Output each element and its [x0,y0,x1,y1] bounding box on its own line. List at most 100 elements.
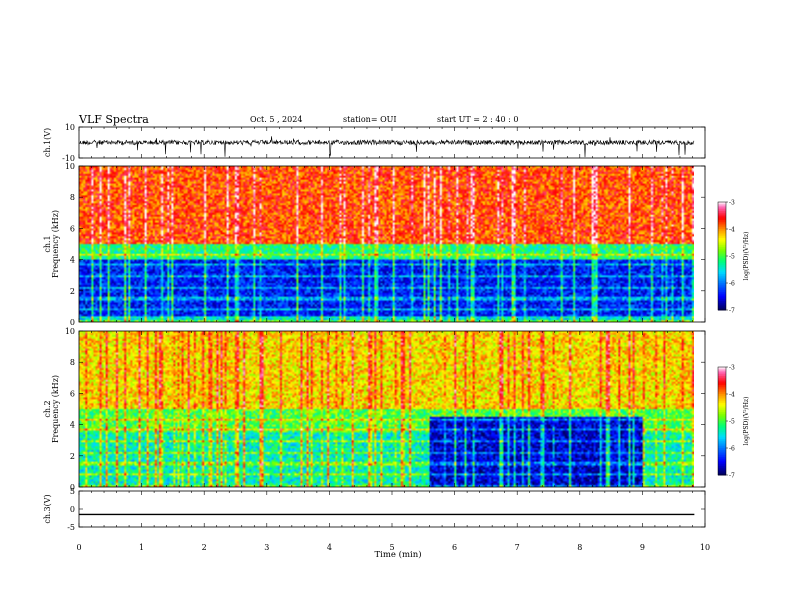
colorbar-segment [718,270,726,273]
y-axis-label-channel: ch.2 [43,400,52,417]
colorbar-segment [718,406,726,409]
colorbar-tick-label: -5 [729,419,735,426]
colorbar-segment [718,377,726,381]
colorbar-segment [718,283,726,286]
panel-frame-3 [78,490,706,528]
colorbar-segment [718,254,726,257]
colorbar-segment [718,408,726,411]
colorbar-segment [718,374,726,377]
y-tick-label: 6 [70,224,75,233]
station-label: station= OUI [343,115,397,124]
colorbar-segment [718,426,726,429]
colorbar-segment [718,302,726,306]
colorbar-segment [718,304,726,307]
y-tick-label: 4 [70,421,75,430]
colorbar-segment [718,399,726,402]
x-tick-label: 2 [202,543,207,552]
colorbar-segment [718,455,726,458]
colorbar-segment [718,207,726,210]
colorbar-segment [718,238,726,241]
colorbar-segment [718,248,726,252]
y-tick-label: 10 [65,162,75,171]
colorbar-segment [718,265,726,268]
y-tick-label: 6 [70,389,75,398]
colorbar-segment [718,388,726,391]
x-tick-label: 0 [76,543,81,552]
colorbar-segment [718,460,726,463]
y-axis-label: ch.1(V) [43,128,52,157]
colorbar-tick-label: -6 [729,446,735,453]
colorbar-segment [718,417,726,420]
colorbar-segment [718,288,726,291]
colorbar-segment [718,250,726,253]
y-tick-label: -5 [67,523,75,532]
colorbar-segment [718,394,726,397]
colorbar-segment [718,211,726,214]
colorbar-segment [718,451,726,454]
y-tick-label: 2 [70,287,75,296]
spectrogram-image-2 [79,331,694,487]
colorbar-segment [718,403,726,406]
y-tick-label: 0 [70,483,75,492]
colorbar-segment [718,383,726,386]
colorbar-segment [718,220,726,223]
x-tick-label: 8 [577,543,582,552]
colorbar-segment [718,256,726,259]
y-tick-label: 10 [65,327,75,336]
colorbar-segment [718,308,726,311]
colorbar-segment [718,419,726,422]
colorbar-segment [718,281,726,284]
colorbar-segment [718,261,726,264]
colorbar-tick-label: -4 [729,227,735,234]
y-tick-label: -10 [62,154,75,163]
y-tick-label: 0 [70,318,75,327]
colorbar-segment [718,297,726,300]
spectrogram-image-1 [79,166,694,322]
colorbar-segment [718,397,726,400]
colorbar-segment [718,390,726,393]
colorbar-segment [718,227,726,230]
y-tick-label: 0 [70,505,75,514]
colorbar-segment [718,444,726,447]
colorbar-segment [718,221,726,225]
y-tick-label: 5 [70,487,75,496]
colorbar-segment [718,367,726,370]
colorbar-segment [718,257,726,261]
colorbar-segment [718,301,726,304]
x-tick-label: 1 [139,543,144,552]
y-tick-label: 4 [70,256,75,265]
colorbar-segment [718,216,726,219]
colorbar-segment [718,449,726,453]
colorbar-segment [718,232,726,235]
colorbar-segment [718,243,726,246]
x-tick-label: 10 [700,543,710,552]
colorbar-segment [718,395,726,399]
colorbar-segment [718,372,726,375]
colorbar-segment [718,401,726,404]
colorbar-segment [718,435,726,438]
colorbar-segment [718,370,726,373]
colorbar-tick-label: -6 [729,281,735,288]
colorbar-segment [718,469,726,472]
colorbar-segment [718,290,726,293]
x-tick-label: 7 [515,543,520,552]
colorbar-segment [718,272,726,275]
y-tick-label: 2 [70,452,75,461]
y-tick-label: 8 [70,193,75,202]
colorbar-segment [718,218,726,221]
colorbar-segment [718,424,726,427]
start-time-label: start UT = 2 : 40 : 0 [437,115,518,124]
colorbar-tick-label: -3 [729,200,735,207]
colorbar-segment [718,234,726,237]
colorbar-segment [718,412,726,415]
colorbar-segment [718,266,726,270]
colorbar-segment [718,368,726,372]
colorbar-segment [718,404,726,408]
colorbar-segment [718,274,726,277]
colorbar-segment [718,202,726,205]
colorbar-segment [718,306,726,309]
colorbar-segment [718,230,726,234]
colorbar-segment [718,203,726,207]
colorbar-segment [718,413,726,417]
